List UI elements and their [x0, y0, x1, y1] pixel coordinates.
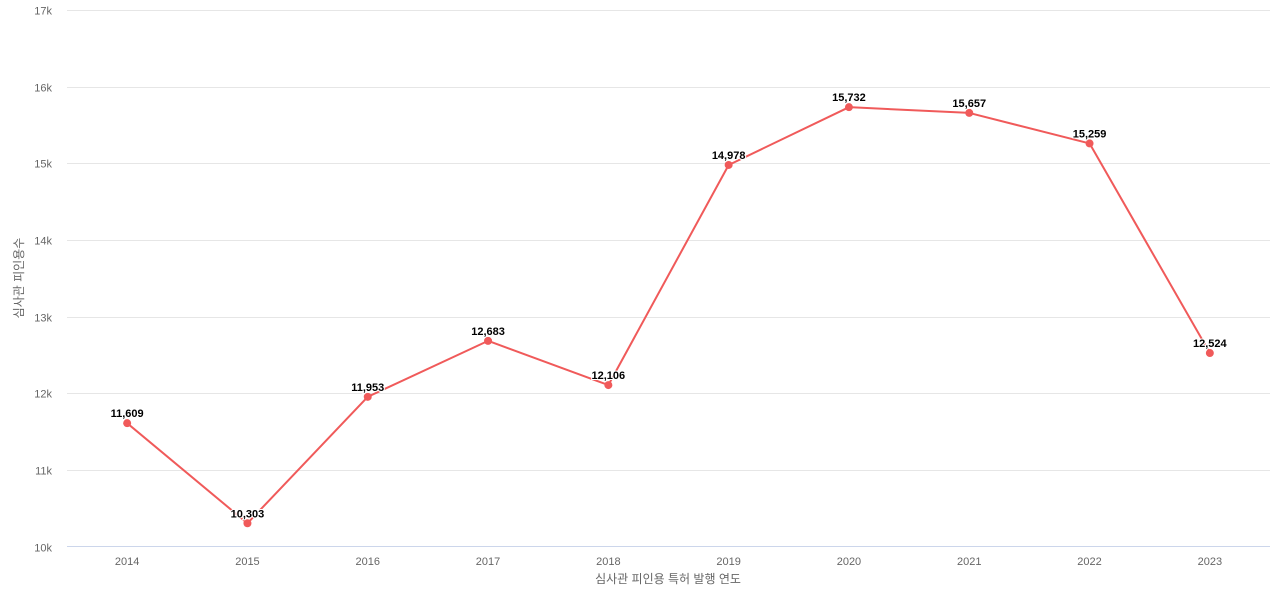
y-tick-label: 10k [34, 543, 52, 555]
y-tick-label: 15k [34, 159, 52, 171]
y-tick-label: 16k [34, 83, 52, 95]
data-label: 11,609 [111, 408, 144, 420]
series-path [126, 106, 1211, 525]
data-label: 15,657 [952, 98, 986, 110]
y-axis-title: 심사관 피인용수 [12, 238, 26, 319]
y-gridlines [67, 10, 1270, 471]
data-point[interactable] [724, 160, 733, 169]
x-tick-label: 2015 [235, 556, 259, 568]
data-label: 15,732 [832, 92, 866, 104]
data-point[interactable] [243, 519, 252, 528]
data-point[interactable] [965, 108, 974, 117]
x-tick-label: 2022 [1077, 556, 1101, 568]
x-axis-ticks: 2014 2015 2016 2017 2018 2019 2020 2021 2022 2023 [115, 556, 1222, 568]
data-point[interactable] [604, 381, 613, 390]
data-label: 10,303 [231, 508, 265, 520]
x-tick-label: 2020 [837, 556, 861, 568]
y-tick-label: 14k [34, 236, 52, 248]
x-tick-label: 2017 [476, 556, 500, 568]
series-line [126, 106, 1211, 525]
data-point[interactable] [363, 392, 372, 401]
data-label: 14,978 [712, 150, 746, 162]
data-label: 12,683 [471, 326, 505, 338]
data-point[interactable] [1085, 139, 1094, 148]
data-label: 12,524 [1193, 338, 1228, 350]
data-point[interactable] [484, 336, 493, 345]
data-point[interactable] [844, 103, 853, 112]
x-tick-label: 2021 [957, 556, 981, 568]
x-axis-title: 심사관 피인용 특허 발행 연도 [595, 571, 741, 586]
x-tick-label: 2016 [356, 556, 380, 568]
y-tick-label: 11k [35, 466, 52, 478]
y-tick-label: 12k [34, 389, 52, 401]
y-axis-ticks: 10k 11k 12k 13k 14k 15k 16k 17k [34, 6, 52, 555]
x-tick-label: 2019 [716, 556, 740, 568]
x-tick-label: 2014 [115, 556, 139, 568]
data-point[interactable] [123, 419, 132, 428]
data-label: 15,259 [1073, 128, 1107, 140]
data-point[interactable] [1205, 349, 1214, 358]
x-tick-label: 2018 [596, 556, 620, 568]
x-tick-label: 2023 [1198, 556, 1222, 568]
y-tick-label: 13k [34, 313, 52, 325]
data-label: 11,953 [351, 382, 384, 394]
y-tick-label: 17k [34, 6, 52, 18]
data-label: 12,106 [592, 370, 626, 382]
data-points[interactable] [123, 103, 1214, 528]
data-labels: 11,609 10,303 11,953 12,683 12,106 14,978 15,7… [110, 91, 1229, 521]
